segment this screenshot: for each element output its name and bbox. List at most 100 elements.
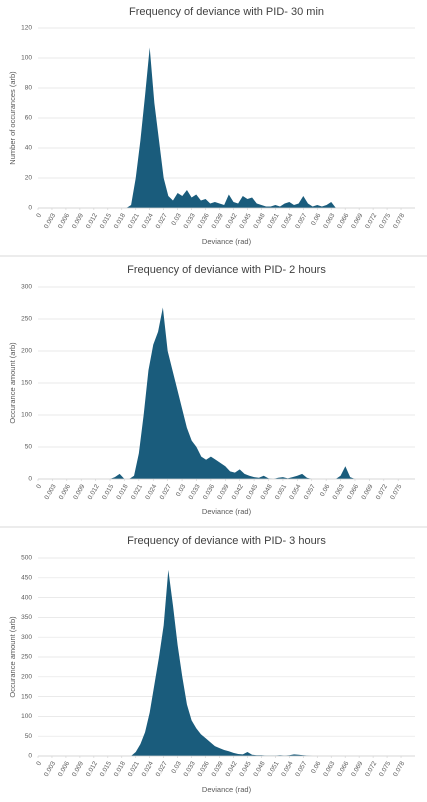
x-tick-label: 0.003 — [43, 483, 57, 501]
x-tick-label: 0.036 — [197, 212, 211, 230]
x-tick-label: 0.066 — [336, 760, 350, 778]
x-tick-label: 0.042 — [231, 483, 245, 501]
x-tick-label: 0.024 — [141, 212, 155, 230]
x-tick-label: 0 — [35, 212, 43, 219]
y-tick-label: 40 — [25, 145, 33, 152]
y-tick-label: 0 — [28, 753, 32, 760]
y-tick-label: 100 — [21, 713, 32, 720]
x-tick-label: 0.066 — [346, 483, 360, 501]
y-axis-title: Occurance amount (arb) — [8, 616, 17, 698]
y-tick-label: 0 — [28, 476, 32, 483]
x-tick-label: 0.036 — [202, 483, 216, 501]
y-tick-label: 150 — [21, 693, 32, 700]
x-tick-label: 0.015 — [99, 760, 113, 778]
x-tick-label: 0.045 — [238, 212, 252, 230]
x-tick-label: 0.024 — [141, 760, 155, 778]
y-tick-label: 450 — [21, 575, 32, 582]
x-tick-label: 0.039 — [216, 483, 230, 501]
x-tick-label: 0.069 — [360, 483, 374, 501]
y-axis-title: Occurance amount (arb) — [8, 342, 17, 424]
x-tick-label: 0.069 — [350, 760, 364, 778]
y-tick-label: 200 — [21, 348, 32, 355]
x-tick-label: 0.033 — [183, 212, 197, 230]
y-tick-label: 50 — [25, 733, 33, 740]
x-tick-label: 0.033 — [188, 483, 202, 501]
area — [38, 47, 411, 208]
x-tick-label: 0.072 — [375, 483, 389, 501]
y-tick-label: 80 — [25, 85, 33, 92]
y-tick-label: 0 — [28, 205, 32, 212]
x-tick-label: 0.057 — [303, 483, 317, 501]
y-axis-title: Number of occurances (arb) — [8, 71, 17, 165]
x-axis-title: Deviance (rad) — [202, 237, 252, 246]
x-tick-label: 0.033 — [183, 760, 197, 778]
x-tick-label: 0.075 — [378, 212, 392, 230]
x-tick-label: 0.048 — [252, 212, 266, 230]
x-tick-label: 0.018 — [115, 483, 129, 501]
x-tick-label: 0.078 — [392, 760, 406, 778]
x-tick-label: 0.045 — [238, 760, 252, 778]
x-tick-label: 0.018 — [113, 760, 127, 778]
x-tick-label: 0.03 — [170, 212, 183, 227]
x-tick-label: 0.045 — [245, 483, 259, 501]
y-tick-label: 200 — [21, 674, 32, 681]
x-tick-label: 0.051 — [274, 483, 288, 501]
x-tick-label: 0.06 — [310, 760, 323, 775]
y-tick-label: 500 — [21, 555, 32, 562]
x-tick-label: 0.009 — [71, 212, 85, 230]
x-tick-label: 0.006 — [58, 483, 72, 501]
x-tick-label: 0.009 — [72, 483, 86, 501]
x-tick-label: 0.054 — [280, 212, 294, 230]
x-tick-label: 0.066 — [336, 212, 350, 230]
x-tick-label: 0.057 — [294, 212, 308, 230]
x-tick-label: 0.021 — [127, 212, 141, 230]
x-tick-label: 0.06 — [319, 483, 332, 498]
x-tick-label: 0.027 — [159, 483, 173, 501]
x-tick-label: 0.054 — [280, 760, 294, 778]
x-tick-label: 0.021 — [127, 760, 141, 778]
x-tick-label: 0.006 — [57, 760, 71, 778]
x-tick-label: 0.063 — [322, 760, 336, 778]
chart-title: Frequency of deviance with PID- 2 hours — [127, 264, 326, 276]
y-tick-label: 300 — [21, 634, 32, 641]
x-tick-label: 0.027 — [155, 760, 169, 778]
x-tick-label: 0.009 — [71, 760, 85, 778]
y-tick-label: 100 — [21, 55, 32, 62]
x-tick-label: 0 — [35, 483, 43, 490]
x-tick-label: 0.006 — [57, 212, 71, 230]
x-tick-label: 0.057 — [294, 760, 308, 778]
x-tick-label: 0.054 — [288, 483, 302, 501]
x-tick-label: 0.06 — [310, 212, 323, 227]
x-tick-label: 0.015 — [101, 483, 115, 501]
y-tick-label: 120 — [21, 25, 32, 32]
x-tick-label: 0.03 — [170, 760, 183, 775]
x-tick-label: 0.051 — [266, 760, 280, 778]
chart-title: Frequency of deviance with PID- 3 hours — [127, 535, 326, 547]
y-tick-label: 150 — [21, 380, 32, 387]
y-tick-label: 100 — [21, 412, 32, 419]
y-tick-label: 60 — [25, 115, 33, 122]
x-tick-label: 0.012 — [85, 212, 99, 230]
area — [38, 307, 413, 479]
x-tick-label: 0.012 — [87, 483, 101, 501]
x-tick-label: 0.042 — [224, 760, 238, 778]
x-tick-label: 0 — [35, 760, 43, 767]
y-tick-label: 400 — [21, 594, 32, 601]
y-tick-label: 250 — [21, 316, 32, 323]
x-tick-label: 0.003 — [43, 760, 57, 778]
y-tick-label: 50 — [25, 444, 33, 451]
x-axis-title: Deviance (rad) — [202, 785, 252, 794]
x-tick-label: 0.075 — [389, 483, 403, 501]
y-tick-label: 20 — [25, 175, 33, 182]
x-tick-label: 0.078 — [392, 212, 406, 230]
x-tick-label: 0.069 — [350, 212, 364, 230]
x-tick-label: 0.042 — [224, 212, 238, 230]
x-tick-label: 0.039 — [211, 212, 225, 230]
x-tick-label: 0.027 — [155, 212, 169, 230]
x-tick-label: 0.063 — [332, 483, 346, 501]
chart-title: Frequency of deviance with PID- 30 min — [129, 6, 324, 18]
x-tick-label: 0.024 — [144, 483, 158, 501]
x-tick-label: 0.021 — [130, 483, 144, 501]
x-tick-label: 0.072 — [364, 760, 378, 778]
